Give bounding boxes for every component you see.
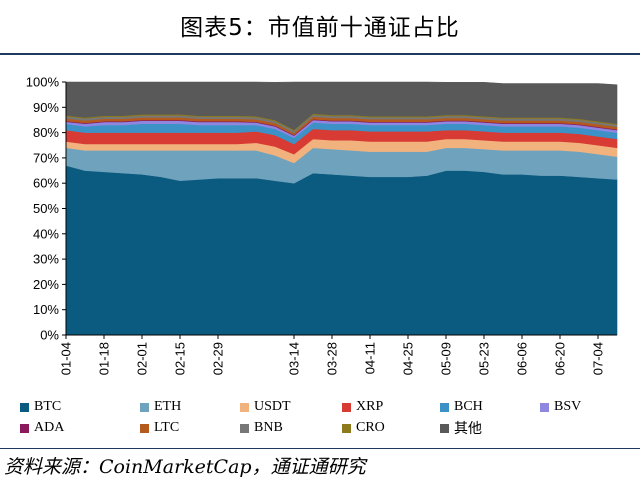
legend-label: XRP (356, 399, 384, 414)
chart-legend: BTC ETH USDT XRP BCH BSV ADA LTC BNB CRO 其他 (20, 398, 640, 440)
legend-item: BNB (240, 419, 283, 437)
legend-swatch (440, 402, 449, 412)
legend-item: BTC (20, 398, 61, 416)
x-tick-label: 03-28 (325, 342, 340, 375)
legend-label: 其他 (454, 422, 482, 437)
chart-title: 图表5：市值前十通证占比 (180, 15, 460, 41)
legend-swatch (342, 423, 351, 433)
y-tick-label: 30% (33, 252, 59, 267)
x-tick-label: 07-04 (591, 342, 606, 375)
source-divider (0, 448, 640, 449)
y-tick-label: 70% (33, 150, 59, 165)
legend-label: BSV (554, 399, 582, 414)
legend-swatch (240, 402, 249, 412)
y-tick-label: 50% (33, 201, 59, 216)
title-divider (0, 53, 640, 55)
plot-area (65, 81, 618, 336)
legend-item: 其他 (440, 419, 482, 437)
x-tick-label: 01-04 (59, 342, 74, 375)
y-tick-label: 80% (33, 125, 59, 140)
x-tick-label: 05-23 (477, 342, 492, 375)
legend-item: CRO (342, 419, 385, 437)
legend-label: BTC (34, 399, 62, 414)
area-series-0 (65, 165, 618, 336)
axes: 0% 10% 20% 30% 40% 50% 60% 70% 80% 90% 100% 01-04 01… (26, 75, 617, 375)
y-tick-label: 0% (40, 328, 59, 343)
legend-label: LTC (154, 420, 180, 435)
y-tick-label: 100% (26, 75, 60, 90)
legend-item: XRP (342, 398, 383, 416)
legend-label: BNB (254, 420, 283, 435)
x-tick-label: 05-09 (439, 342, 454, 375)
x-tick-label: 03-14 (287, 342, 302, 375)
x-tick-label: 04-25 (401, 342, 416, 375)
legend-item: USDT (240, 398, 291, 416)
legend-item: LTC (140, 419, 179, 437)
y-tick-label: 90% (33, 100, 59, 115)
x-tick-label: 02-15 (173, 342, 188, 375)
x-tick-label: 06-06 (515, 342, 530, 375)
legend-item: BSV (540, 398, 581, 416)
legend-swatch (342, 402, 351, 412)
legend-swatch (140, 402, 149, 412)
y-tick-label: 40% (33, 226, 59, 241)
legend-item: ETH (140, 398, 181, 416)
legend-item: BCH (440, 398, 483, 416)
legend-swatch (440, 423, 449, 433)
legend-label: ADA (34, 420, 65, 435)
legend-swatch (140, 423, 149, 433)
source-note: 资料来源：CoinMarketCap，通证通研究 (4, 456, 366, 478)
x-tick-label: 04-11 (363, 342, 378, 374)
x-tick-label: 01-18 (97, 342, 112, 375)
x-tick-label: 02-01 (135, 342, 150, 375)
y-tick-label: 20% (33, 277, 59, 292)
legend-swatch (20, 423, 29, 433)
legend-item: ADA (20, 419, 64, 437)
legend-label: ETH (154, 399, 182, 414)
area-series-10 (65, 81, 618, 131)
x-tick-label: 02-29 (211, 342, 226, 375)
legend-swatch (540, 402, 549, 412)
legend-label: BCH (454, 399, 483, 414)
x-tick-label: 06-20 (553, 342, 568, 375)
y-tick-label: 10% (33, 302, 59, 317)
legend-swatch (240, 423, 249, 433)
legend-swatch (20, 402, 29, 412)
legend-label: CRO (356, 420, 385, 435)
legend-label: USDT (254, 399, 291, 414)
y-tick-label: 60% (33, 176, 59, 191)
stacked-area-chart: 0% 10% 20% 30% 40% 50% 60% 70% 80% 90% 100% 01-04 01… (26, 75, 618, 375)
